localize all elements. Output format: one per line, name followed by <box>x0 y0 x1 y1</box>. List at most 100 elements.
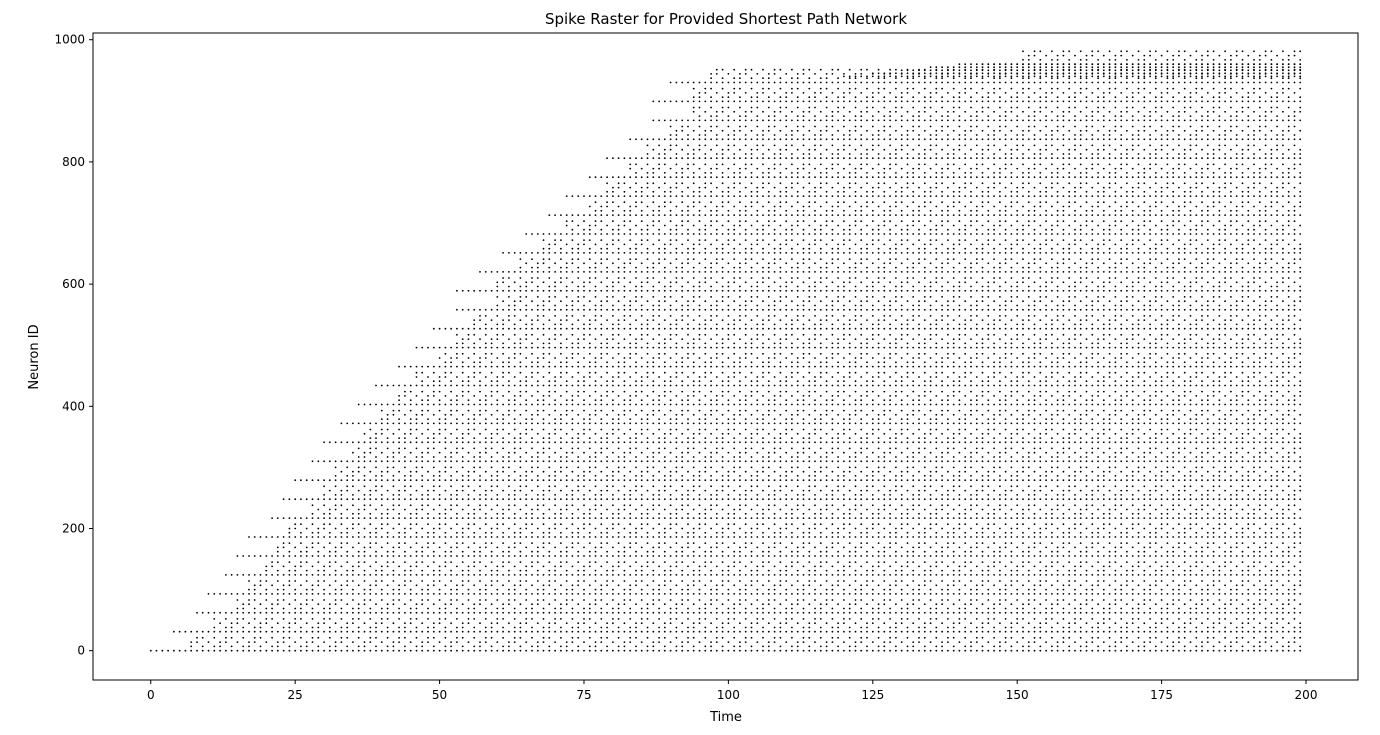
spike-point <box>646 466 649 469</box>
spike-point <box>687 479 689 482</box>
spike-point <box>352 630 354 633</box>
spike-point <box>652 517 655 519</box>
spike-point <box>1224 550 1226 553</box>
spike-point <box>1045 622 1047 625</box>
spike-point <box>311 517 314 519</box>
spike-point <box>993 603 995 606</box>
spike-point <box>739 546 741 549</box>
spike-point <box>733 470 736 473</box>
spike-point <box>357 489 360 492</box>
spike-point <box>1276 599 1278 601</box>
spike-point <box>363 580 366 582</box>
spike-point <box>906 561 909 563</box>
spike-point <box>1195 584 1198 587</box>
spike-point <box>583 593 585 595</box>
spike-point <box>970 536 972 538</box>
spike-point <box>1299 527 1302 530</box>
spike-point <box>311 523 314 526</box>
spike-point <box>1033 641 1036 643</box>
spike-point <box>710 550 712 553</box>
spike-point <box>484 618 487 620</box>
spike-point <box>1230 536 1232 538</box>
spike-point <box>525 512 528 515</box>
spike-point <box>444 555 447 557</box>
spike-point <box>311 574 314 576</box>
spike-point <box>1293 523 1296 526</box>
spike-point <box>970 574 972 576</box>
spike-point <box>848 466 851 469</box>
spike-point <box>1004 517 1007 519</box>
spike-point <box>698 649 701 652</box>
spike-point <box>1039 531 1042 534</box>
spike-point <box>1114 641 1117 643</box>
spike-point <box>779 508 782 511</box>
spike-point <box>606 584 608 587</box>
spike-point <box>334 603 337 606</box>
spike-point <box>392 508 395 511</box>
spike-point <box>970 611 972 614</box>
spike-point <box>1189 512 1192 515</box>
spike-point <box>819 645 822 648</box>
spike-point <box>1097 569 1099 572</box>
spike-point <box>265 536 268 538</box>
spike-point <box>739 475 741 477</box>
spike-point <box>352 565 354 568</box>
spike-point <box>1137 531 1140 534</box>
spike-point <box>895 584 897 587</box>
spike-point <box>623 641 626 643</box>
spike-point <box>871 479 874 482</box>
spike-point <box>548 603 551 606</box>
spike-point <box>1293 626 1296 629</box>
spike-point <box>1241 531 1244 534</box>
spike-point <box>479 611 481 614</box>
spike-point <box>265 599 268 601</box>
spike-point <box>438 517 441 519</box>
spike-point <box>1154 550 1157 553</box>
spike-point <box>1131 593 1134 595</box>
spike-point <box>918 494 920 496</box>
spike-point <box>427 536 429 538</box>
spike-point <box>404 555 406 557</box>
spike-point <box>935 517 938 519</box>
spike-point <box>421 645 424 648</box>
spike-point <box>1062 607 1065 610</box>
spike-point <box>190 649 193 652</box>
spike-point <box>300 574 302 576</box>
spike-point <box>1097 645 1099 648</box>
spike-point <box>941 517 943 519</box>
spike-point <box>646 536 649 538</box>
spike-point <box>791 593 793 595</box>
spike-point <box>1206 649 1209 652</box>
spike-point <box>814 622 816 625</box>
spike-point <box>1276 494 1278 496</box>
spike-point <box>785 607 788 610</box>
spike-point <box>1010 498 1013 501</box>
spike-point <box>461 527 464 530</box>
spike-point <box>923 580 926 582</box>
spike-point <box>1154 508 1157 511</box>
spike-point <box>883 508 886 511</box>
spike-point <box>536 641 539 643</box>
spike-point <box>571 470 574 473</box>
spike-point <box>975 523 978 526</box>
spike-point <box>612 485 614 488</box>
spike-point <box>883 622 886 625</box>
spike-point <box>796 555 799 557</box>
spike-point <box>565 555 568 557</box>
spike-point <box>663 645 666 648</box>
spike-point <box>456 517 458 519</box>
spike-point <box>352 555 354 557</box>
spike-point <box>1299 531 1302 534</box>
spike-point <box>1189 618 1192 620</box>
spike-point <box>1027 580 1030 582</box>
spike-point <box>577 569 580 572</box>
spike-point <box>1201 649 1203 652</box>
spike-point <box>398 611 400 614</box>
spike-point <box>860 489 863 492</box>
spike-point <box>848 536 851 538</box>
spike-point <box>912 475 915 477</box>
spike-point <box>999 494 1001 496</box>
spike-point <box>1097 626 1099 629</box>
spike-point <box>1235 555 1238 557</box>
spike-point <box>1154 536 1157 538</box>
